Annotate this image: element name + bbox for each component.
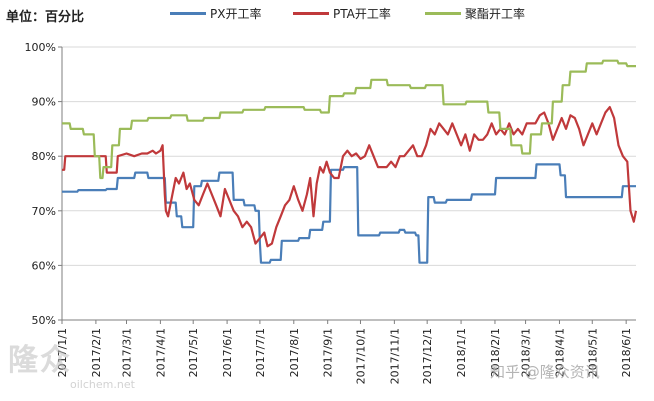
series-line-px bbox=[62, 163, 636, 264]
x-tick-label: 2017/4/1 bbox=[154, 328, 167, 377]
series-line-pta bbox=[62, 105, 638, 248]
y-tick-label: 60% bbox=[32, 259, 56, 272]
legend-item-pta: PTA开工率 bbox=[293, 5, 391, 22]
legend-item-poly: 聚酯开工率 bbox=[425, 5, 525, 22]
x-tick-label: 2017/6/1 bbox=[221, 328, 234, 377]
y-tick-label: 70% bbox=[32, 205, 56, 218]
x-axis-ticks: 2017/1/1 2017/2/1 2017/3/1 2017/4/1 2017/5/1… bbox=[56, 320, 633, 384]
legend-swatch-poly bbox=[425, 12, 461, 15]
x-tick-label: 2018/2/1 bbox=[489, 328, 502, 377]
series-lines bbox=[62, 59, 638, 264]
x-tick-label: 2017/10/1 bbox=[354, 328, 367, 384]
legend-item-px: PX开工率 bbox=[170, 5, 261, 22]
x-tick-label: 2018/4/1 bbox=[553, 328, 566, 377]
x-tick-label: 2017/7/1 bbox=[254, 328, 267, 377]
x-tick-label: 2018/1/1 bbox=[455, 328, 468, 377]
y-tick-label: 100% bbox=[25, 41, 56, 54]
legend-label-px: PX开工率 bbox=[210, 7, 262, 21]
x-tick-label: 2018/3/1 bbox=[520, 328, 533, 377]
legend-label-poly: 聚酯开工率 bbox=[465, 7, 526, 21]
legend-swatch-pta bbox=[293, 12, 329, 15]
watermark-zhihu: 知乎 @隆众资讯 bbox=[490, 363, 600, 381]
x-tick-label: 2017/9/1 bbox=[322, 328, 335, 377]
x-tick-label: 2018/6/1 bbox=[620, 328, 633, 377]
legend-swatch-px bbox=[170, 12, 206, 15]
x-tick-label: 2017/12/1 bbox=[421, 328, 434, 384]
y-axis-ticks: 50% 60% 70% 80% 90% 100% bbox=[25, 41, 62, 327]
x-tick-label: 2017/2/1 bbox=[90, 328, 103, 377]
y-gridlines bbox=[62, 46, 636, 266]
x-tick-label: 2017/11/1 bbox=[388, 328, 401, 384]
watermark-url: oilchem.net bbox=[70, 378, 135, 391]
unit-label: 单位：百分比 bbox=[6, 10, 85, 25]
axes bbox=[61, 47, 636, 321]
y-tick-label: 90% bbox=[32, 96, 56, 109]
x-tick-label: 2017/1/1 bbox=[56, 328, 69, 377]
x-tick-label: 2017/5/1 bbox=[187, 328, 200, 377]
legend-label-pta: PTA开工率 bbox=[333, 7, 391, 21]
y-tick-label: 50% bbox=[32, 314, 56, 327]
x-tick-label: 2017/3/1 bbox=[121, 328, 134, 377]
series-line-polyester bbox=[62, 59, 636, 180]
x-tick-label: 2018/5/1 bbox=[586, 328, 599, 377]
y-tick-label: 80% bbox=[32, 150, 56, 163]
watermark-logo: 隆众 bbox=[8, 343, 72, 378]
x-tick-label: 2017/8/1 bbox=[288, 328, 301, 377]
